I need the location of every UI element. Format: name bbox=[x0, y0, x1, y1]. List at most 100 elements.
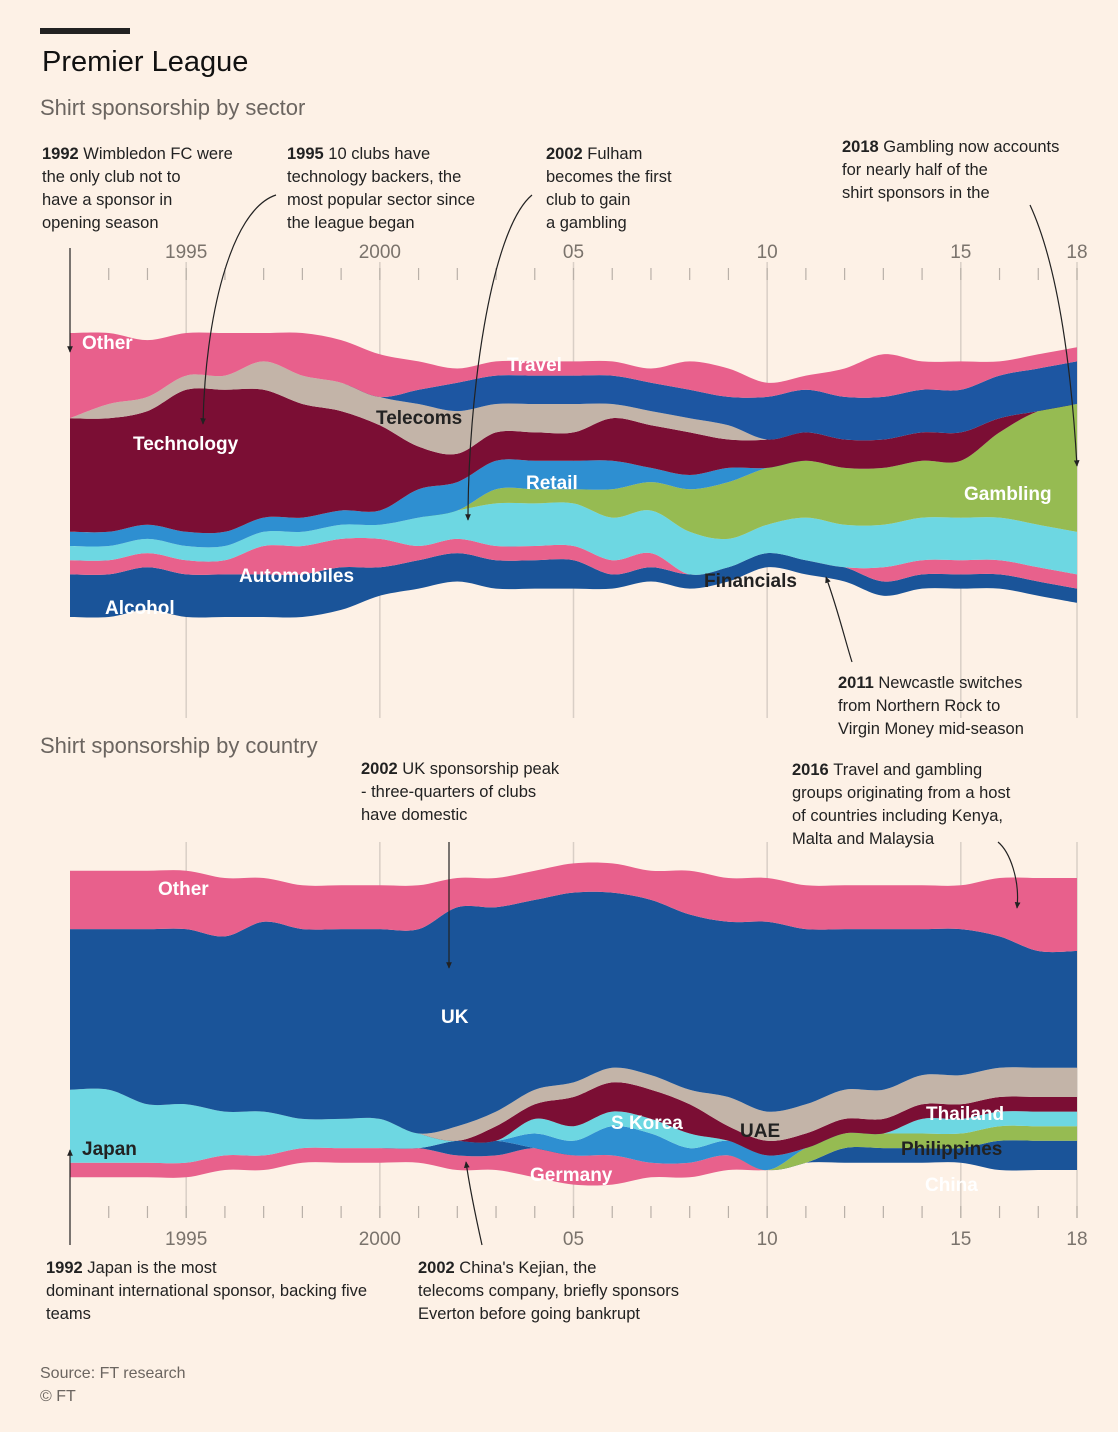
annotation-body: China's Kejian, the bbox=[459, 1259, 596, 1277]
page-title: Premier League bbox=[42, 46, 249, 78]
annotation-body: 10 clubs have bbox=[328, 145, 430, 163]
annotation: 2002 Fulham becomes the first club to gain… bbox=[546, 145, 672, 232]
stream-technology bbox=[70, 388, 1077, 534]
stream-s-korea bbox=[70, 1125, 1077, 1171]
x-tick-label: 18 bbox=[1066, 1229, 1087, 1250]
annotation-text: 2011 Newcastle switches bbox=[838, 674, 1022, 692]
annotation-text: 2002 UK sponsorship peak bbox=[361, 760, 560, 778]
annotation-year: 1995 bbox=[287, 145, 328, 163]
x-tick-label: 10 bbox=[757, 1229, 778, 1250]
annotation-text: teams bbox=[46, 1305, 91, 1323]
annotation: 1992 Wimbledon FC were the only club not … bbox=[42, 145, 233, 232]
annotation-body: most popular sector since bbox=[287, 191, 475, 209]
series-label: Philippines bbox=[901, 1139, 1002, 1160]
annotation: 2016 Travel and gambling groups originati… bbox=[792, 761, 1011, 848]
stream-gambling bbox=[70, 404, 1077, 548]
annotation-body: for nearly half of the bbox=[842, 161, 988, 179]
x-tick-label: 10 bbox=[757, 242, 778, 263]
annotation-text: becomes the first bbox=[546, 168, 672, 186]
annotation-text: have domestic bbox=[361, 806, 467, 824]
annotation-body: Newcastle switches bbox=[878, 674, 1022, 692]
annotation-year: 1992 bbox=[42, 145, 83, 163]
annotation-body: have domestic bbox=[361, 806, 467, 824]
annotation-body: a gambling bbox=[546, 214, 627, 232]
annotation-body: groups originating from a host bbox=[792, 784, 1011, 802]
stream-uk bbox=[70, 891, 1077, 1134]
annotation-body: shirt sponsors in the bbox=[842, 184, 990, 202]
annotation: 2011 Newcastle switches from Northern Roc… bbox=[838, 674, 1024, 738]
annotation-text: 1992 Japan is the most bbox=[46, 1259, 217, 1277]
annotation-text: Everton before going bankrupt bbox=[418, 1305, 640, 1323]
series-label: Technology bbox=[133, 434, 239, 455]
annotation-text: telecoms company, briefly sponsors bbox=[418, 1282, 679, 1300]
annotation-text: of countries including Kenya, bbox=[792, 807, 1003, 825]
stream-germany bbox=[70, 1147, 1077, 1186]
annotation: 2002 China's Kejian, the telecoms company… bbox=[418, 1259, 679, 1323]
copyright-text: © FT bbox=[40, 1388, 76, 1405]
annotation-body: - three-quarters of clubs bbox=[361, 783, 536, 801]
stream-alcohol bbox=[70, 552, 1077, 618]
annotation-text: - three-quarters of clubs bbox=[361, 783, 536, 801]
series-label: Other bbox=[158, 879, 209, 900]
stream-financials bbox=[70, 502, 1077, 575]
series-label: Japan bbox=[82, 1139, 137, 1160]
annotation: 2018 Gambling now accounts for nearly hal… bbox=[842, 138, 1059, 202]
streamgraph: Other UK Japan S Korea UAE Germany Thailand Phi… bbox=[70, 862, 1077, 1196]
annotation-text: the only club not to bbox=[42, 168, 181, 186]
annotation-text: 2002 China's Kejian, the bbox=[418, 1259, 596, 1277]
annotation-text: groups originating from a host bbox=[792, 784, 1011, 802]
stream-travel bbox=[70, 361, 1077, 441]
annotation-body: the only club not to bbox=[42, 168, 181, 186]
annotation-year: 2016 bbox=[792, 761, 833, 779]
annotation-text: the league began bbox=[287, 214, 415, 232]
stream-automobiles bbox=[70, 538, 1077, 589]
x-tick-label: 15 bbox=[950, 242, 971, 263]
country-chart-title: Shirt sponsorship by country bbox=[40, 733, 318, 758]
series-label: Thailand bbox=[926, 1104, 1004, 1125]
series-label: Travel bbox=[507, 355, 562, 376]
annotation-body: UK sponsorship peak bbox=[402, 760, 560, 778]
series-label: Financials bbox=[704, 571, 797, 592]
annotation-text: from Northern Rock to bbox=[838, 697, 1000, 715]
annotation-text: most popular sector since bbox=[287, 191, 475, 209]
series-label: Gambling bbox=[964, 484, 1052, 505]
annotation-year: 2011 bbox=[838, 674, 878, 692]
annotation: 2002 UK sponsorship peak - three-quarters… bbox=[361, 760, 560, 824]
stream-telecoms bbox=[70, 361, 1077, 455]
stream-uae bbox=[70, 1082, 1077, 1156]
annotation-year: 2002 bbox=[546, 145, 587, 163]
x-tick-label: 2000 bbox=[359, 242, 401, 263]
annotation: 1992 Japan is the most dominant internati… bbox=[46, 1259, 367, 1323]
annotation-body: of countries including Kenya, bbox=[792, 807, 1003, 825]
annotation-text: a gambling bbox=[546, 214, 627, 232]
series-label: UAE bbox=[740, 1121, 780, 1142]
x-axis: 1995 2000 05 10 15 18 bbox=[108, 1206, 1088, 1250]
annotation-text: 1995 10 clubs have bbox=[287, 145, 430, 163]
annotation-body: Travel and gambling bbox=[833, 761, 982, 779]
series-label: China bbox=[925, 1175, 978, 1196]
annotation-text: Virgin Money mid-season bbox=[838, 720, 1024, 738]
annotation-leader bbox=[463, 1161, 483, 1246]
annotation-text: 2018 Gambling now accounts bbox=[842, 138, 1059, 156]
x-tick-label: 2000 bbox=[359, 1229, 401, 1250]
annotation-text: Malta and Malaysia bbox=[792, 830, 935, 848]
source-text: Source: FT research bbox=[40, 1365, 186, 1382]
annotation-body: club to gain bbox=[546, 191, 630, 209]
x-axis: 1995 2000 05 10 15 18 bbox=[108, 242, 1088, 280]
annotation-body: telecoms company, briefly sponsors bbox=[418, 1282, 679, 1300]
stream-other bbox=[70, 862, 1077, 953]
series-label: S Korea bbox=[611, 1113, 683, 1134]
annotation-body: from Northern Rock to bbox=[838, 697, 1000, 715]
annotation-year: 1992 bbox=[46, 1259, 87, 1277]
streamgraph: Other Technology Telecoms Travel Retail Gambl… bbox=[70, 332, 1077, 619]
annotation-text: dominant international sponsor, backing … bbox=[46, 1282, 367, 1300]
series-label: Other bbox=[82, 333, 133, 354]
x-tick-label: 1995 bbox=[165, 242, 207, 263]
annotation-body: Malta and Malaysia bbox=[792, 830, 935, 848]
stream-thailand bbox=[70, 1067, 1077, 1141]
annotation-body: opening season bbox=[42, 214, 159, 232]
x-tick-label: 05 bbox=[563, 242, 584, 263]
source-note: Source: FT research © FT bbox=[40, 1362, 186, 1408]
annotation-body: Wimbledon FC were bbox=[83, 145, 232, 163]
annotation-leader bbox=[465, 194, 533, 521]
